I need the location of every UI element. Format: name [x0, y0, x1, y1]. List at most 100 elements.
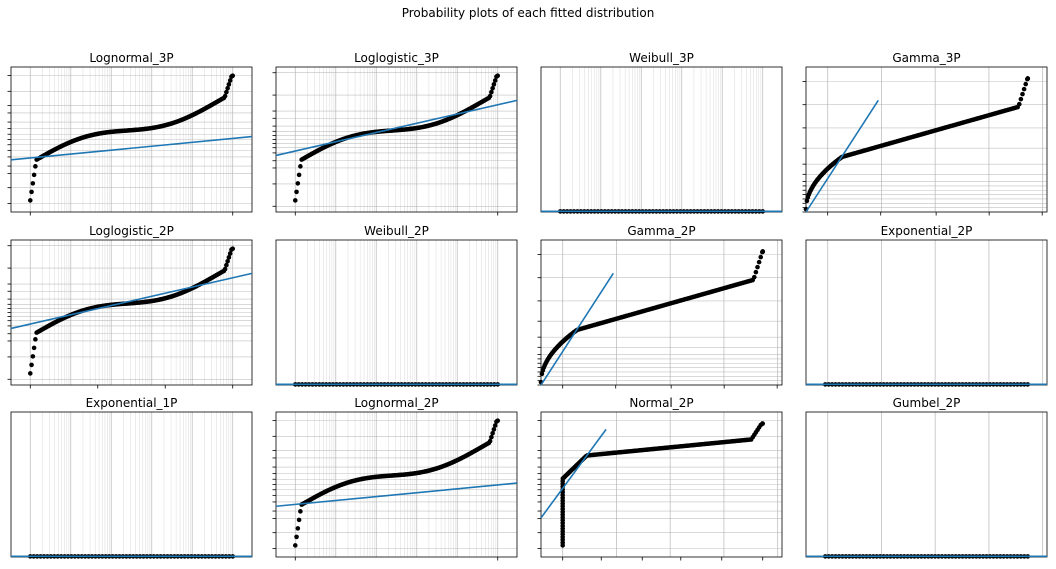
data-point	[31, 172, 37, 178]
data-point	[296, 172, 302, 178]
panel-grid	[827, 240, 1044, 385]
panel-title: Loglogistic_2P	[89, 224, 174, 238]
panel: Exponential_2P	[805, 224, 1048, 387]
data-point	[1023, 81, 1029, 87]
fit-line	[10, 272, 253, 330]
data-point	[298, 509, 303, 514]
panel: Weibull_3P	[540, 51, 783, 214]
panel-grid	[276, 412, 517, 557]
panel-title: Weibull_2P	[364, 224, 429, 238]
fit-line	[540, 428, 607, 519]
panel-grid	[294, 240, 499, 385]
fit-line	[275, 99, 518, 157]
data-point	[227, 251, 233, 256]
panel-frame	[275, 239, 518, 386]
data-point	[491, 82, 497, 87]
panel: Gamma_3P	[802, 51, 1048, 216]
panel: Lognormal_2P	[272, 396, 518, 561]
data-points	[538, 249, 766, 385]
data-point	[760, 421, 766, 426]
data-point	[753, 269, 759, 275]
panel-title: Gumbel_2P	[893, 396, 961, 410]
data-point	[1020, 91, 1025, 97]
panel-frame	[805, 239, 1048, 386]
data-point	[756, 259, 762, 265]
panel: Gamma_2P	[537, 224, 783, 389]
data-point	[33, 337, 38, 342]
data-point	[751, 274, 757, 280]
panel: Gumbel_2P	[805, 396, 1048, 559]
panel-title: Exponential_1P	[86, 396, 178, 410]
panel-grid	[541, 240, 782, 386]
panel-grid	[827, 412, 1044, 557]
data-point	[33, 164, 38, 169]
panel: Normal_2P	[537, 396, 783, 561]
panels-grid: Lognormal_3P Loglogistic_3P Weibull_3P Gamm…	[7, 51, 1048, 561]
data-point	[490, 430, 495, 436]
data-point	[294, 189, 299, 195]
fit-line	[275, 482, 518, 508]
data-point	[295, 526, 301, 531]
data-point	[29, 362, 34, 368]
data-point	[227, 78, 233, 83]
data-point	[224, 89, 229, 95]
data-point	[487, 93, 493, 99]
data-point	[222, 266, 228, 272]
panel-frame	[540, 239, 783, 386]
panel: Loglogistic_3P	[272, 51, 518, 216]
data-points	[27, 246, 236, 376]
data-point	[29, 189, 34, 195]
data-point	[1025, 76, 1031, 81]
panel-title: Normal_2P	[629, 396, 693, 410]
data-point	[495, 418, 501, 423]
panel-title: Lognormal_2P	[354, 396, 438, 410]
panel: Exponential_1P	[10, 396, 253, 559]
data-point	[490, 85, 495, 91]
data-point	[230, 246, 236, 251]
data-point	[27, 198, 33, 203]
data-point	[292, 543, 298, 548]
fit-line	[540, 272, 614, 386]
data-points	[292, 73, 501, 203]
panel: Weibull_2P	[275, 224, 518, 387]
data-point	[226, 255, 232, 260]
data-point	[225, 85, 230, 91]
data-point	[222, 93, 228, 99]
data-points	[803, 76, 1031, 212]
panel-title: Exponential_2P	[881, 224, 973, 238]
data-points	[560, 421, 766, 548]
data-point	[292, 198, 298, 203]
data-point	[491, 427, 497, 432]
data-point	[487, 438, 493, 444]
data-point	[492, 78, 498, 83]
data-point	[489, 89, 494, 95]
panel-frame	[540, 66, 783, 213]
panel-grid	[541, 412, 782, 557]
panel-frame	[805, 411, 1048, 558]
panel-grid	[806, 67, 1047, 213]
fit-line	[805, 99, 879, 213]
data-point	[1021, 86, 1027, 92]
data-point	[758, 254, 764, 260]
panel-title: Loglogistic_3P	[354, 51, 439, 65]
data-points	[27, 73, 236, 203]
data-point	[225, 258, 230, 264]
panel-title: Gamma_2P	[627, 224, 695, 238]
data-point	[226, 82, 232, 87]
data-point	[489, 434, 494, 440]
panel-grid	[276, 67, 517, 212]
panel-grid	[11, 240, 252, 385]
data-point	[1016, 101, 1022, 107]
data-point	[30, 181, 36, 186]
panel: Lognormal_3P	[7, 51, 253, 216]
data-point	[495, 73, 501, 78]
data-point	[27, 371, 33, 376]
data-point	[296, 517, 302, 523]
panel: Loglogistic_2P	[7, 224, 253, 389]
data-point	[1018, 96, 1024, 102]
fit-line	[10, 135, 253, 161]
panel-frame	[805, 66, 1048, 213]
data-point	[295, 181, 301, 186]
data-points	[292, 418, 501, 548]
data-point	[230, 73, 236, 78]
